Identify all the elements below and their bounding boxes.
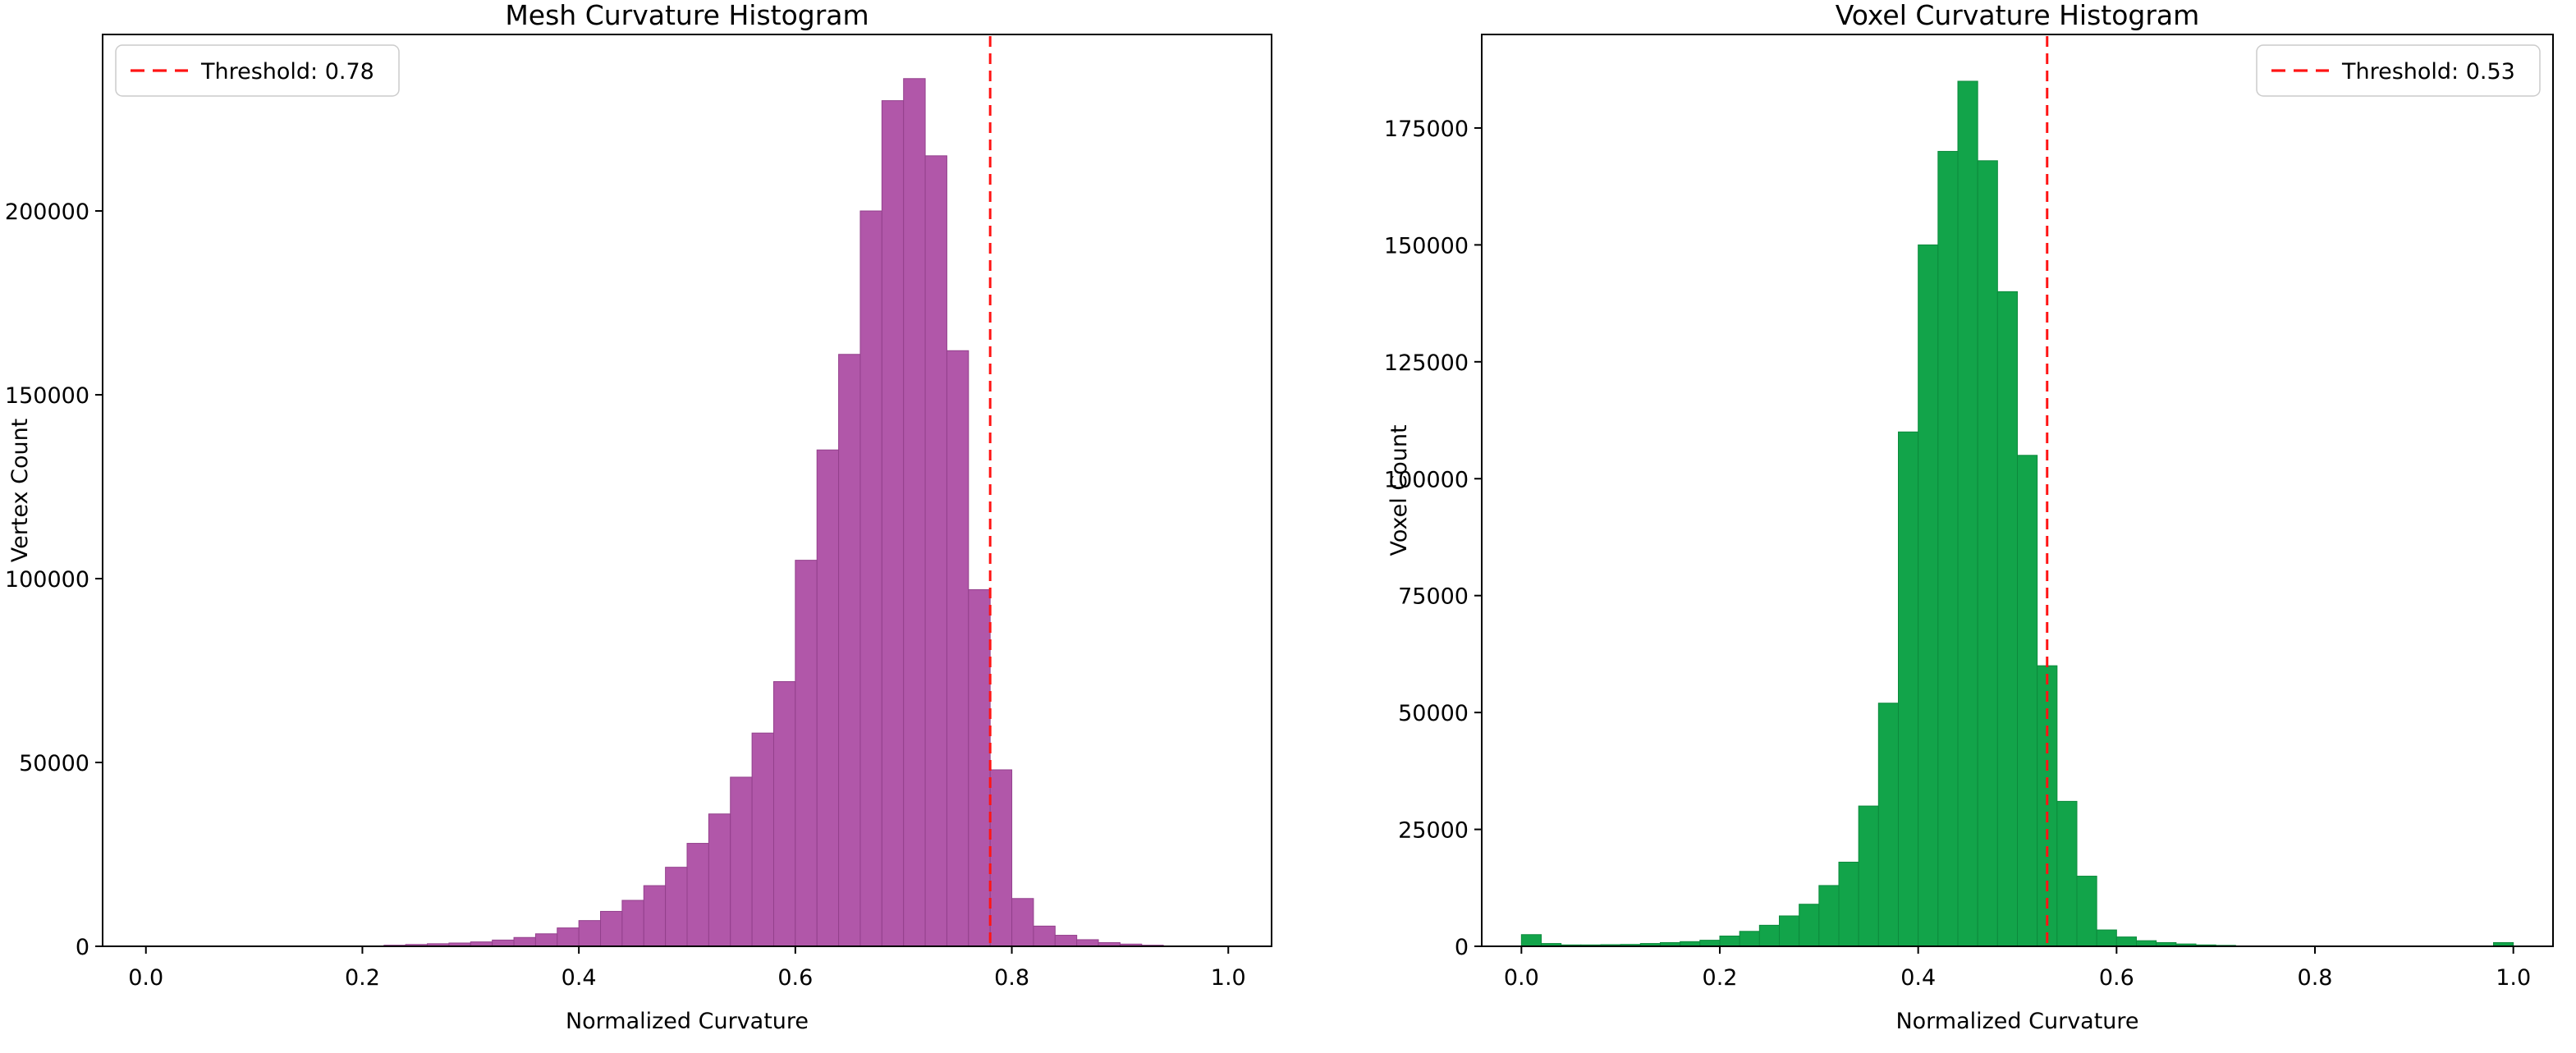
axes: 0.0 0.2 0.4 0.6 0.8 1.0 0 25000 50000 75000 100000… (1384, 34, 2554, 991)
legend: Threshold: 0.53 (2256, 44, 2541, 97)
x-tick-label: 0.4 (561, 965, 597, 991)
chart-title: Voxel Curvature Histogram (1836, 0, 2200, 31)
histogram-bar (859, 210, 882, 947)
voxel-curvature-histogram: 0.0 0.2 0.4 0.6 0.8 1.0 0 25000 50000 75000 100000… (1384, 0, 2554, 1034)
histogram-bar (1699, 940, 1721, 947)
y-tick-label: 100000 (1384, 467, 1469, 492)
histogram-bar (881, 100, 905, 947)
x-tick-label: 0.4 (1900, 965, 1936, 991)
chart-title: Mesh Curvature Histogram (505, 0, 869, 31)
histogram-bar (2076, 876, 2097, 947)
plot-border (102, 34, 1272, 947)
axes: 0.0 0.2 0.4 0.6 0.8 1.0 0 50000 100000 150000 2000… (5, 34, 1272, 991)
plot-border (1481, 34, 2554, 947)
y-tick-label: 75000 (1398, 584, 1469, 610)
histogram-bar (2096, 929, 2117, 947)
histogram-bar (1799, 904, 1820, 947)
y-axis-label: Voxel Count (1387, 424, 1412, 556)
histogram-bar (730, 776, 753, 947)
y-tick-label: 150000 (5, 383, 89, 409)
histogram-bar (1957, 80, 1978, 947)
histogram-bar (1877, 703, 1900, 947)
histogram-bar (772, 680, 796, 947)
histogram-bar (492, 939, 515, 947)
x-tick-label: 0.8 (2298, 965, 2333, 991)
histogram-bar (1054, 935, 1078, 947)
histogram-bars (1520, 80, 2514, 947)
histogram-bars (383, 78, 1164, 947)
histogram-bar (686, 843, 709, 947)
histogram-bar (1918, 244, 1939, 947)
histogram-bar (924, 155, 947, 947)
histogram-bar (1898, 431, 1919, 947)
histogram-bar (534, 933, 558, 947)
legend-label: Threshold: 0.53 (2341, 59, 2515, 85)
histogram-bar (708, 813, 731, 947)
y-tick-label: 200000 (5, 199, 89, 225)
histogram-bar (1520, 934, 1542, 947)
legend-box (115, 44, 400, 97)
histogram-bar (1779, 915, 1800, 947)
histogram-bar (1076, 939, 1099, 947)
histogram-bar (1011, 898, 1034, 947)
histogram-bar (816, 449, 840, 947)
histogram-bar (2136, 940, 2157, 947)
x-tick-label: 0.2 (345, 965, 380, 991)
x-tick-label: 1.0 (1211, 965, 1246, 991)
x-tick-label: 0.6 (2099, 965, 2134, 991)
histogram-bar (578, 920, 602, 947)
histogram-bar (1937, 150, 1959, 947)
legend-label: Threshold: 0.78 (200, 59, 374, 85)
x-axis-label: Normalized Curvature (1895, 1009, 2138, 1034)
histogram-bar (1033, 925, 1056, 947)
histogram-bar (665, 867, 688, 947)
legend: Threshold: 0.78 (115, 44, 400, 97)
histogram-bar (621, 900, 644, 947)
histogram-bar (1858, 805, 1879, 947)
legend-box (2256, 44, 2541, 97)
histogram-bar (600, 910, 623, 947)
histogram-bar (751, 732, 774, 947)
histogram-bar (838, 354, 861, 947)
histogram-bar (946, 350, 969, 947)
x-tick-label: 0.0 (1504, 965, 1539, 991)
mesh-curvature-histogram: 0.0 0.2 0.4 0.6 0.8 1.0 0 50000 100000 150000 2000… (5, 0, 1272, 1034)
y-tick-label: 0 (1455, 935, 1469, 960)
x-tick-label: 0.8 (994, 965, 1029, 991)
y-tick-label: 150000 (1384, 233, 1469, 259)
x-tick-label: 0.2 (1703, 965, 1738, 991)
histogram-bar (513, 936, 536, 947)
histogram-bar (1977, 160, 1998, 947)
y-tick-label: 175000 (1384, 117, 1469, 142)
histogram-bar (2115, 936, 2138, 947)
histogram-bar (989, 769, 1013, 947)
histogram-bar (1818, 885, 1840, 947)
y-tick-label: 125000 (1384, 350, 1469, 376)
histogram-bar (968, 588, 991, 947)
histogram-bar (903, 78, 926, 947)
histogram-bar (1996, 291, 2019, 947)
y-tick-label: 50000 (19, 751, 89, 776)
histogram-bar (2056, 800, 2078, 947)
x-axis-label: Normalized Curvature (566, 1009, 809, 1034)
histogram-bar (2017, 455, 2038, 947)
histogram-bar (1719, 935, 1740, 947)
y-tick-label: 0 (76, 935, 89, 960)
y-tick-label: 100000 (5, 567, 89, 593)
histogram-bar (643, 885, 667, 947)
y-tick-label: 50000 (1398, 701, 1469, 726)
x-tick-label: 1.0 (2496, 965, 2531, 991)
x-tick-label: 0.6 (777, 965, 813, 991)
histogram-bar (557, 927, 580, 947)
histogram-bar (1739, 931, 1760, 947)
histogram-bar (1838, 861, 1859, 947)
y-tick-label: 25000 (1398, 818, 1469, 844)
histogram-bar (1758, 924, 1781, 947)
histogram-bar (795, 560, 818, 947)
x-tick-label: 0.0 (128, 965, 163, 991)
y-axis-label: Vertex Count (7, 419, 33, 563)
